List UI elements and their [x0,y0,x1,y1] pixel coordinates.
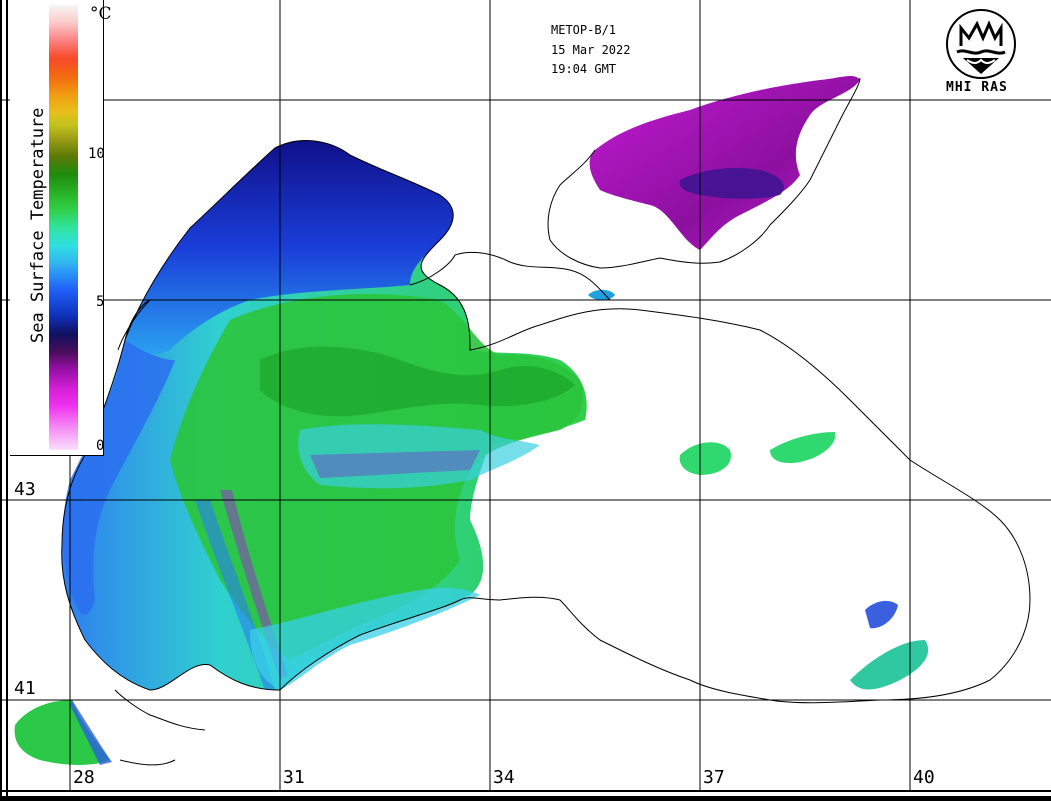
danube-delta-coast [117,299,151,351]
colorbar-tick-10: 10 [88,146,105,162]
sea-dark-green-patch [260,346,575,417]
lon-label-34: 34 [493,767,515,788]
mhi-ras-emblem-icon [946,9,1016,79]
sea-east-patch-3 [850,640,929,690]
sea-south-cyan [250,587,480,690]
sea-west-coast-band [62,340,175,615]
azov-coast [547,77,861,269]
satellite-date: 15 Mar 2022 [551,42,631,57]
legend-panel: Sea Surface Temperature °C 10 5 0 [10,0,112,456]
lat-label-41: 41 [14,678,36,699]
sea-northwest-shelf [125,140,454,355]
marmara-blue-band [70,700,112,765]
lon-label-37: 37 [703,767,725,788]
logo-text: MHI RAS [946,80,1008,95]
colorbar-tick-0: 0 [96,438,105,454]
bosphorus-coast [114,689,206,766]
satellite-time: 19:04 GMT [551,62,617,76]
azov-sea [589,75,860,250]
satellite-platform: METOP-B/1 [551,23,617,37]
sea-east-patch-4 [865,600,898,629]
azov-dark-core [679,168,784,199]
satellite-info: METOP-B/1 15 Mar 2022 19:04 GMT [551,21,630,80]
sea-east-patch-1 [679,442,731,475]
lon-label-31: 31 [283,767,305,788]
colorbar-tick-5: 5 [96,294,105,310]
sea-purple-streaks [310,450,480,478]
lon-label-28: 28 [73,767,95,788]
legend-title: Sea Surface Temperature [28,107,48,343]
legend-unit: °C [90,4,112,24]
sea-cloud-streaks [298,424,540,489]
marmara-sea [14,700,111,765]
lat-label-43: 43 [14,479,36,500]
lon-label-40: 40 [913,767,935,788]
sea-east-patch-2 [770,432,836,464]
colorbar [49,5,78,450]
crimea-coast [409,251,611,301]
